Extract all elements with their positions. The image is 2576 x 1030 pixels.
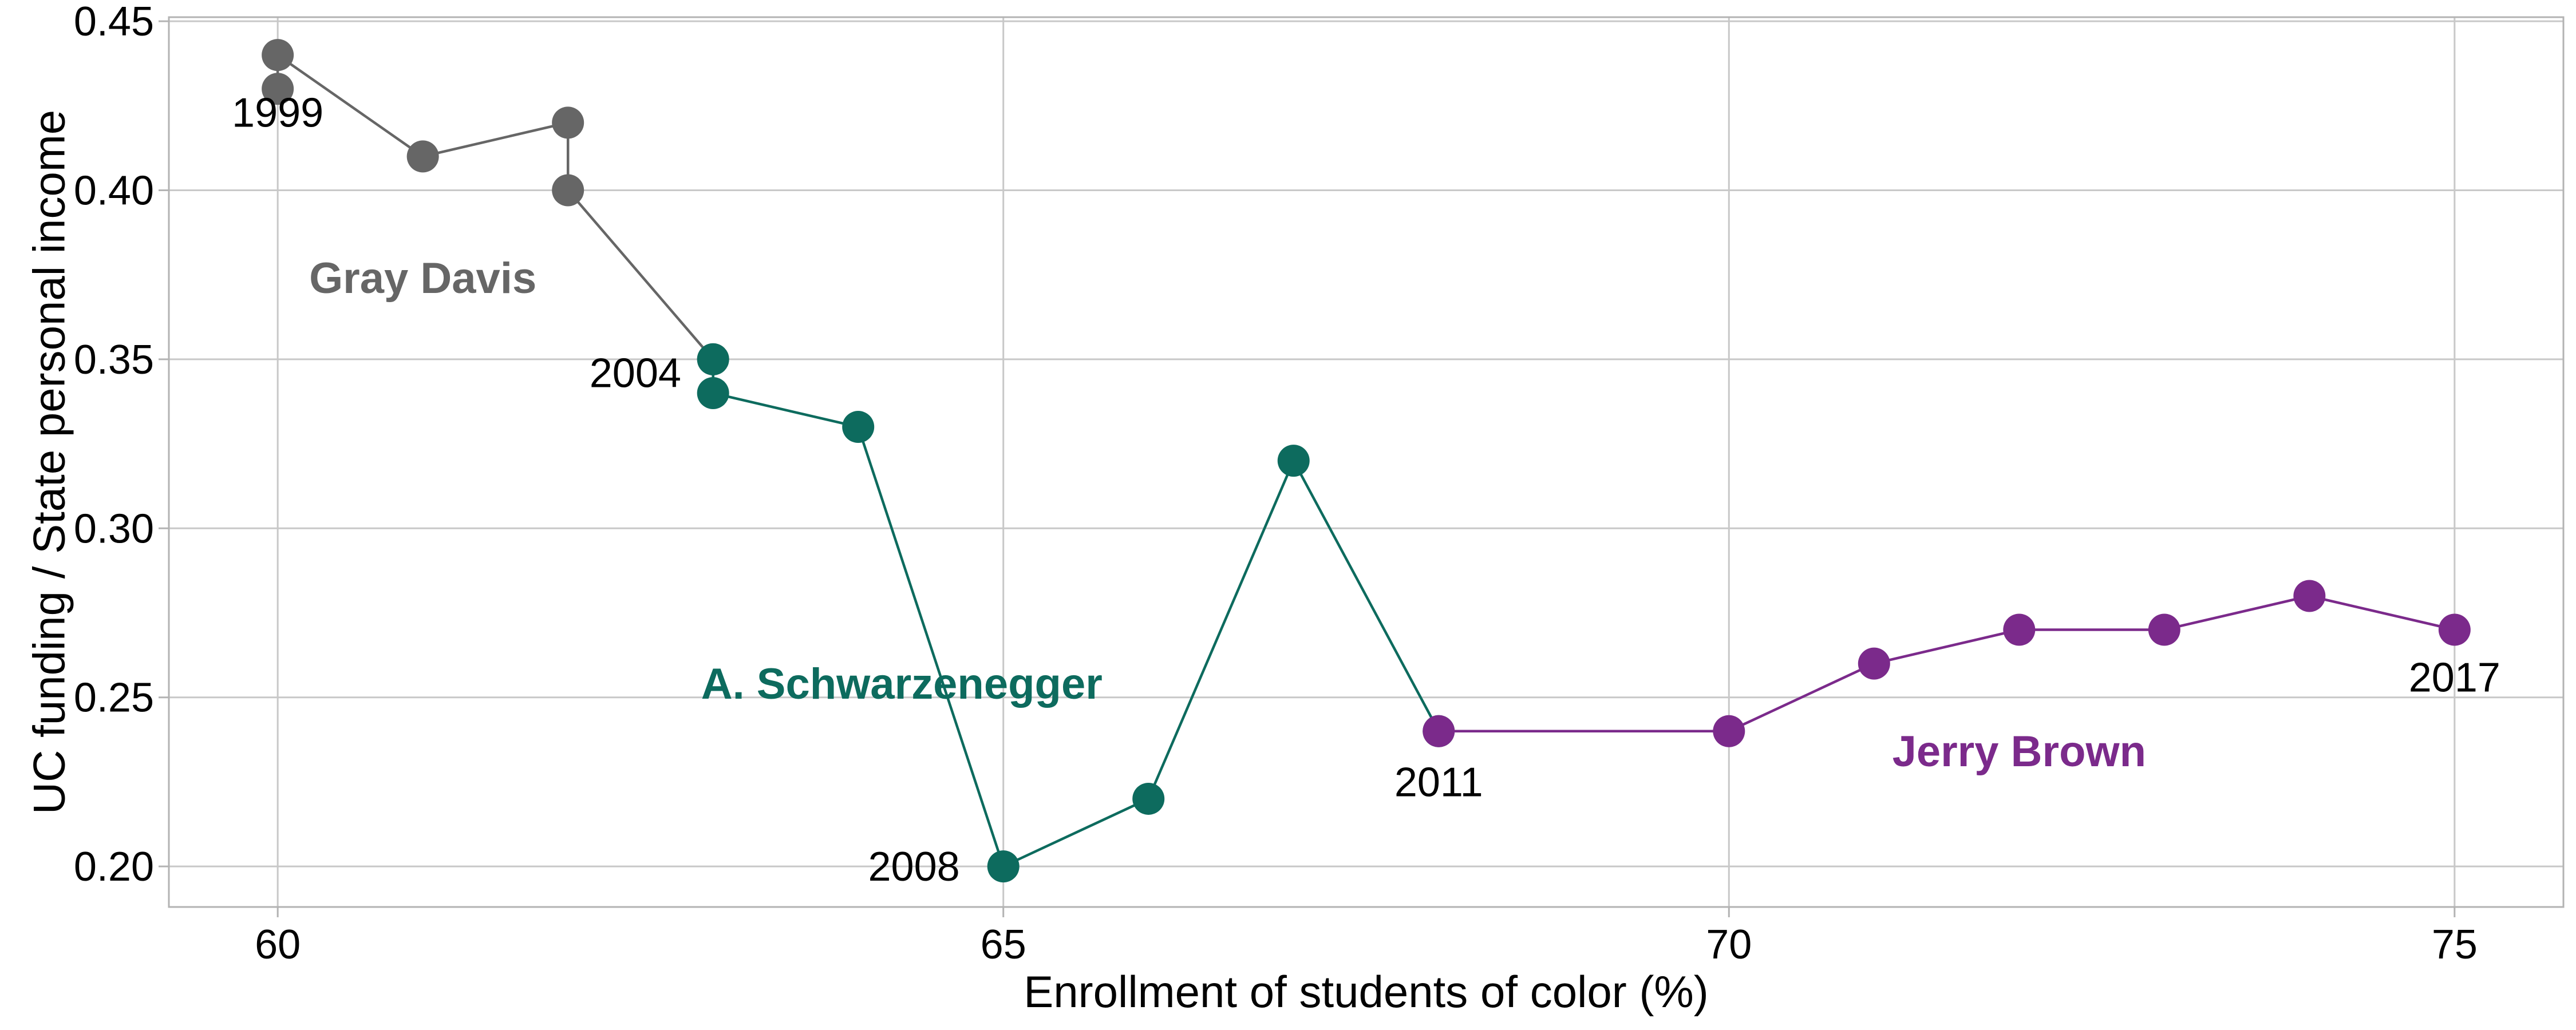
x-tick-label: 65 — [981, 922, 1026, 968]
series — [262, 39, 2471, 883]
data-point — [2003, 613, 2036, 646]
plot-frame — [168, 16, 2565, 908]
data-point — [842, 411, 875, 443]
data-point — [2148, 613, 2180, 646]
year-label: 2008 — [868, 844, 959, 890]
y-tick-label: 0.30 — [74, 506, 154, 552]
series-gray-davis — [262, 39, 729, 375]
data-point — [1713, 715, 1745, 747]
series-name-label: A. Schwarzenegger — [701, 660, 1103, 708]
series-line — [712, 359, 1440, 868]
annotations: 1999 2004 2008 2011 2017 Gray Davis A. Schwarz… — [232, 90, 2500, 890]
y-tick-label: 0.35 — [74, 337, 154, 383]
y-axis-title: UC funding / State personal income — [23, 110, 74, 814]
series-line — [276, 53, 714, 360]
data-point — [262, 39, 294, 72]
x-axis-ticks: 60 65 70 75 — [255, 907, 2478, 968]
y-tick-label: 0.40 — [74, 168, 154, 213]
data-point — [697, 377, 729, 409]
x-tick-label: 60 — [255, 922, 301, 968]
data-point — [697, 343, 729, 375]
data-point — [987, 850, 1020, 883]
data-point — [262, 73, 294, 105]
x-tick-label: 75 — [2432, 922, 2478, 968]
x-tick-label: 70 — [1706, 922, 1752, 968]
series-line — [1439, 595, 2455, 733]
y-tick-label: 0.45 — [74, 0, 154, 45]
data-point — [1132, 782, 1165, 815]
year-label: 2011 — [1394, 759, 1483, 805]
data-point — [1858, 647, 1890, 680]
series-jerry-brown — [1423, 580, 2471, 747]
data-point — [1277, 445, 1310, 477]
data-point — [552, 174, 584, 207]
series-a-schwarzenegger — [697, 343, 1455, 883]
year-label: 2017 — [2409, 655, 2500, 700]
data-point — [406, 140, 439, 173]
year-label: 2004 — [590, 351, 681, 397]
data-point — [2293, 580, 2326, 612]
data-point — [552, 106, 584, 139]
data-point — [1423, 715, 1455, 747]
series-name-label: Gray Davis — [309, 254, 536, 303]
y-tick-label: 0.25 — [74, 675, 154, 721]
grid-lines — [169, 17, 2563, 907]
data-point — [2438, 613, 2471, 646]
y-tick-label: 0.20 — [74, 844, 154, 890]
year-label: 1999 — [232, 90, 323, 136]
series-name-label: Jerry Brown — [1893, 727, 2147, 776]
x-axis-title: Enrollment of students of color (%) — [1024, 966, 1709, 1017]
y-axis-ticks: 0.20 0.25 0.30 0.35 0.40 0.45 — [74, 0, 169, 890]
